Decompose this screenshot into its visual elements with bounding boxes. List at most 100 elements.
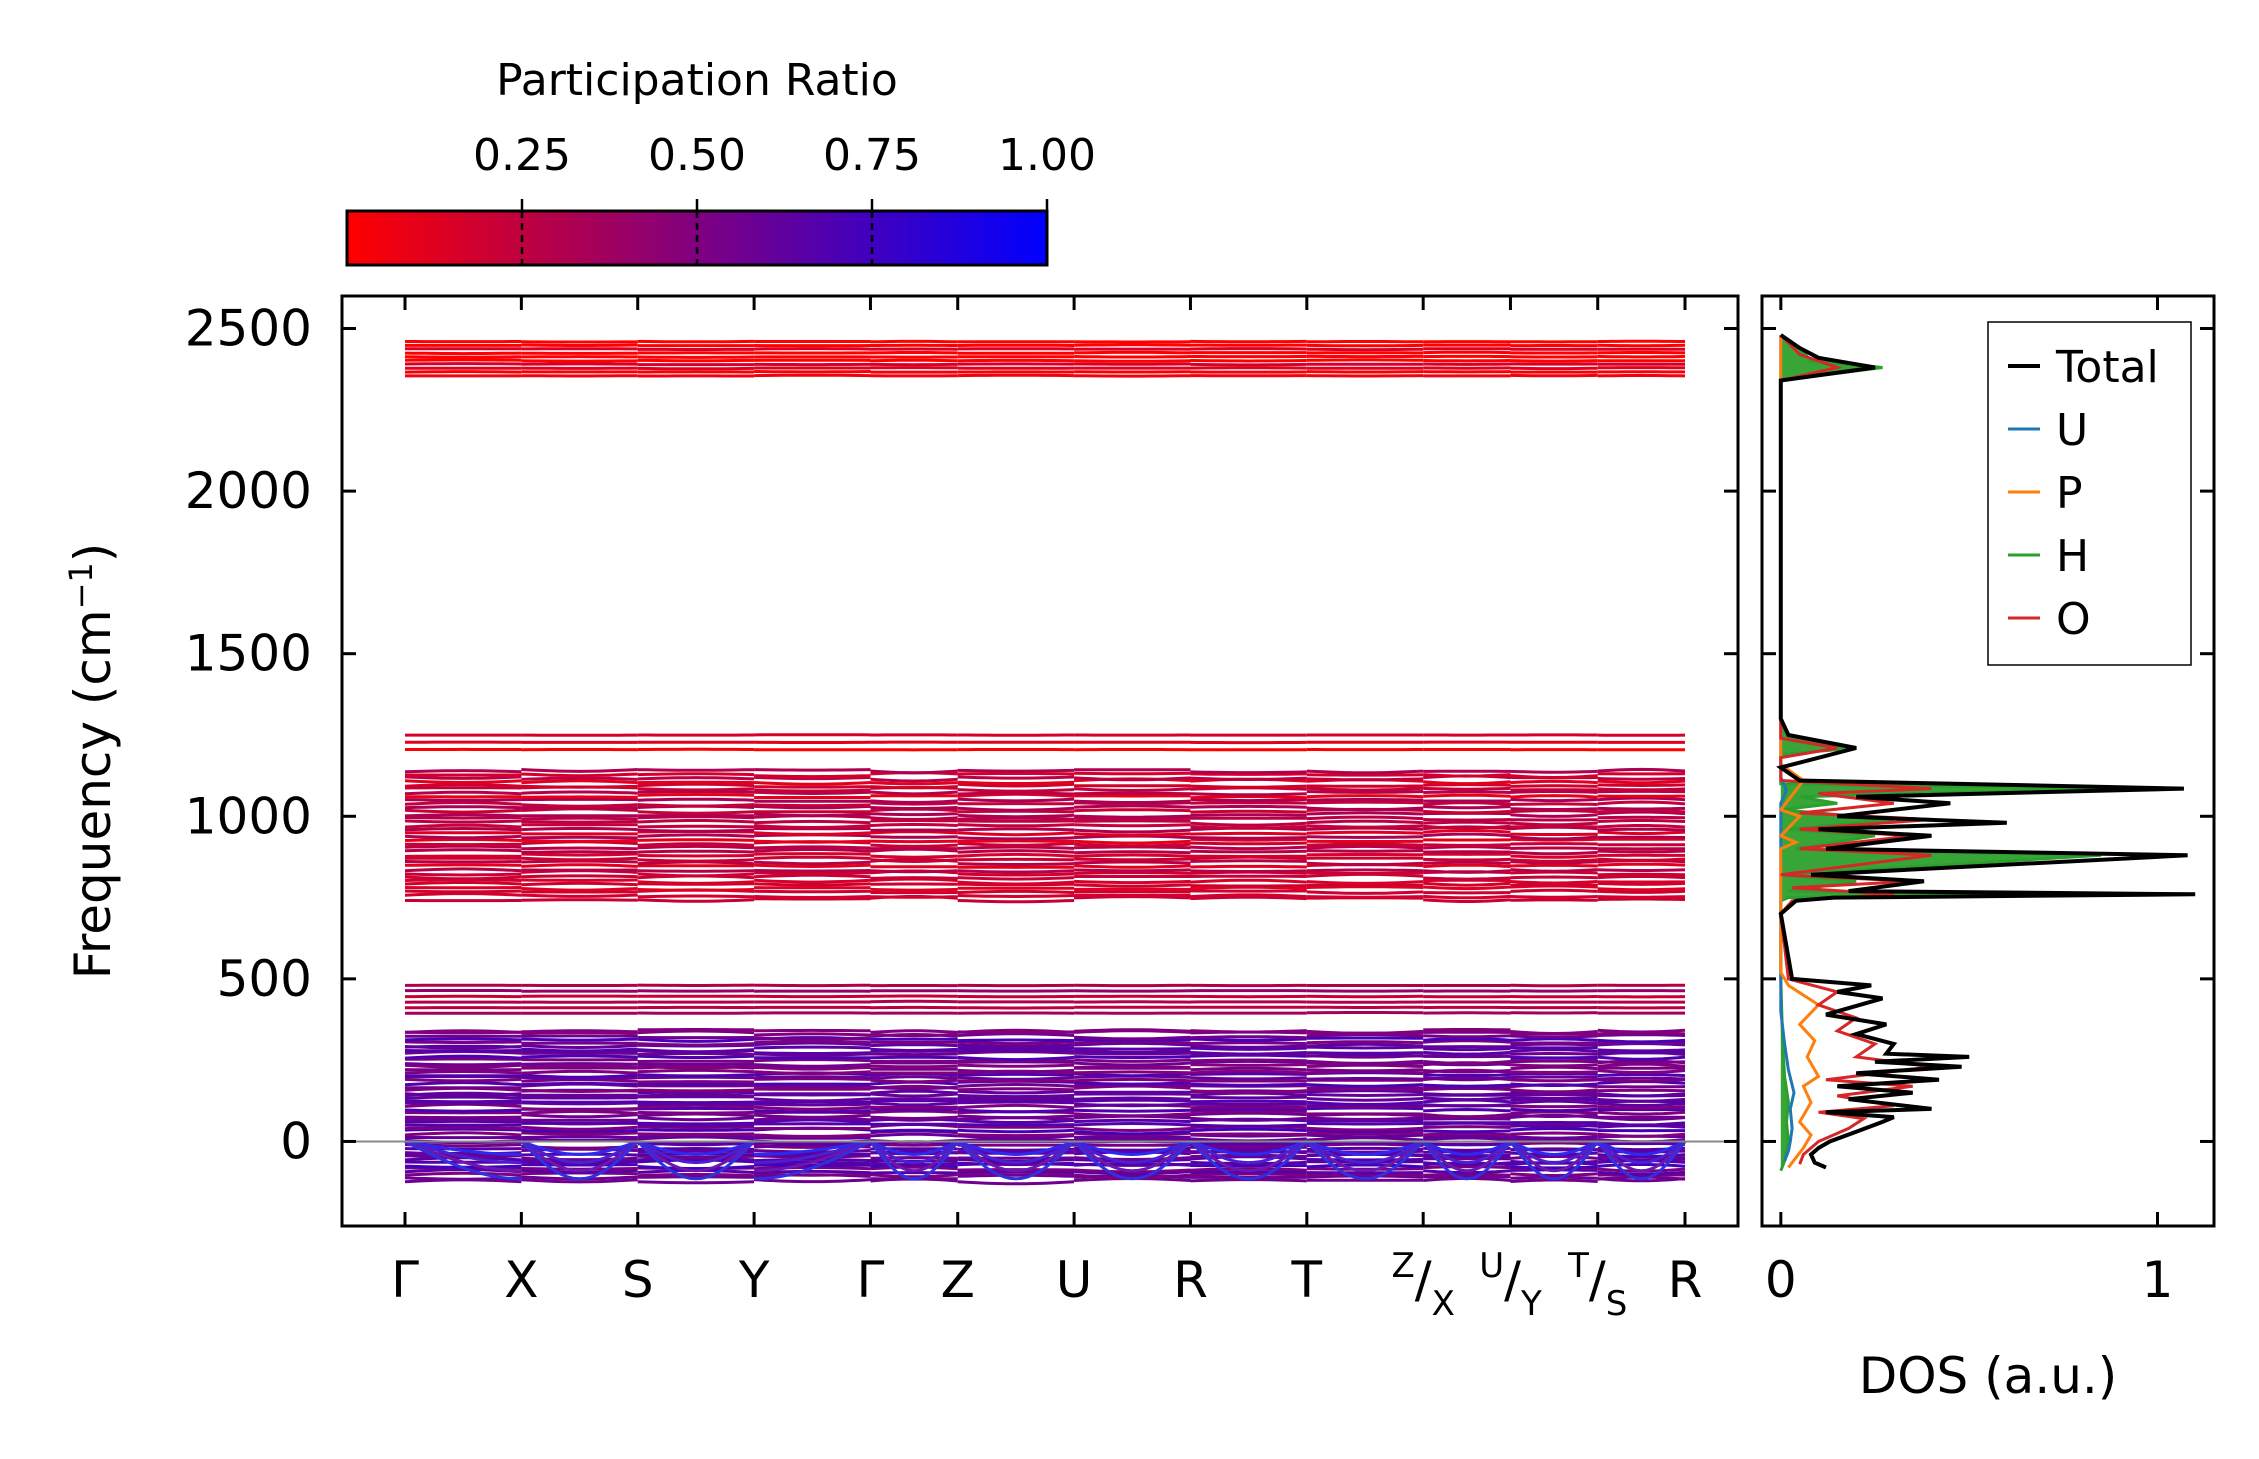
band-line — [1511, 1140, 1598, 1141]
band-line — [1191, 1043, 1307, 1044]
band-line — [638, 860, 754, 861]
band-line — [1307, 882, 1423, 884]
band-line — [521, 889, 637, 891]
band-line — [1307, 832, 1423, 833]
band-line — [1598, 826, 1685, 828]
band-line — [958, 891, 1074, 892]
band-line — [1074, 1057, 1190, 1058]
band-line — [521, 818, 637, 819]
band-line — [1598, 798, 1685, 800]
band-line — [958, 841, 1074, 842]
band-line — [521, 1075, 637, 1077]
band-line — [405, 877, 521, 879]
band-line — [958, 815, 1074, 816]
band-line — [754, 826, 870, 828]
band-line — [958, 838, 1074, 839]
band-line — [754, 770, 870, 771]
band-line — [638, 1182, 754, 1183]
band-line — [1074, 361, 1190, 362]
band-line — [405, 1072, 521, 1073]
band-line — [1598, 820, 1685, 821]
band-line — [521, 858, 637, 860]
k-point-label: U/Y — [1479, 1246, 1542, 1324]
band-line — [1598, 851, 1685, 852]
band-line — [871, 792, 958, 794]
band-line — [405, 1039, 521, 1040]
band-line — [521, 829, 637, 830]
band-line — [1598, 1062, 1685, 1063]
band-line — [638, 882, 754, 884]
band-line — [1423, 887, 1510, 889]
band-line — [1074, 885, 1190, 887]
band-line — [754, 875, 870, 877]
band-line — [405, 850, 521, 851]
band-line — [958, 790, 1074, 792]
band-line — [871, 1091, 958, 1093]
band-line — [405, 353, 521, 354]
band-line — [1598, 876, 1685, 877]
band-line — [1307, 870, 1423, 871]
band-line — [871, 824, 958, 825]
band-line — [1423, 1071, 1510, 1073]
band-line — [871, 1111, 958, 1112]
band-line — [1598, 1104, 1685, 1106]
band-line — [405, 1097, 521, 1098]
band-line — [958, 1040, 1074, 1041]
band-line — [1074, 1164, 1190, 1165]
band-line — [1307, 771, 1423, 773]
band-line — [958, 833, 1074, 835]
band-line — [1191, 799, 1307, 800]
band-line — [1074, 345, 1190, 346]
band-line — [1423, 1131, 1510, 1132]
band-line — [1307, 1085, 1423, 1087]
band-line — [1191, 827, 1307, 829]
band-line — [1074, 1067, 1190, 1068]
band-line — [638, 789, 754, 790]
band-line — [638, 1090, 754, 1091]
band-line — [1511, 361, 1598, 362]
band-line — [754, 1041, 870, 1043]
band-line — [958, 859, 1074, 860]
band-line — [521, 1090, 637, 1091]
band-line — [871, 1031, 958, 1033]
band-line — [958, 1130, 1074, 1131]
band-line — [1307, 808, 1423, 810]
band-line — [1511, 1133, 1598, 1134]
band-line — [1307, 1165, 1423, 1167]
band-line — [1423, 862, 1510, 863]
band-line — [754, 805, 870, 806]
band-line — [638, 778, 754, 779]
band-line — [1598, 829, 1685, 830]
band-line — [754, 1060, 870, 1061]
band-line — [1598, 899, 1685, 900]
band-line — [1191, 895, 1307, 897]
band-line — [405, 792, 521, 794]
band-line — [1598, 1094, 1685, 1096]
y-axis-label: Frequency (cm−1) — [62, 543, 122, 980]
band-line — [638, 805, 754, 806]
band-line — [871, 1077, 958, 1079]
band-line — [1307, 1094, 1423, 1095]
band-line — [1191, 1053, 1307, 1055]
band-line — [1191, 1134, 1307, 1135]
band-line — [1598, 832, 1685, 834]
band-line — [1074, 855, 1190, 856]
band-line — [1074, 1083, 1190, 1085]
band-line — [754, 1047, 870, 1048]
band-line — [1423, 1036, 1510, 1037]
band-line — [958, 1091, 1074, 1093]
k-point-label: R — [1173, 1251, 1208, 1309]
band-line — [871, 787, 958, 788]
band-line — [754, 1038, 870, 1039]
band-line — [1074, 862, 1190, 863]
band-line — [405, 846, 521, 847]
band-line — [958, 1065, 1074, 1066]
band-line — [521, 1127, 637, 1129]
band-line — [1423, 859, 1510, 860]
band-line — [754, 1174, 870, 1175]
band-line — [1074, 773, 1190, 774]
band-line — [405, 840, 521, 841]
y-tick-label: 2000 — [185, 462, 312, 520]
band-line — [871, 1045, 958, 1046]
band-line — [754, 850, 870, 852]
